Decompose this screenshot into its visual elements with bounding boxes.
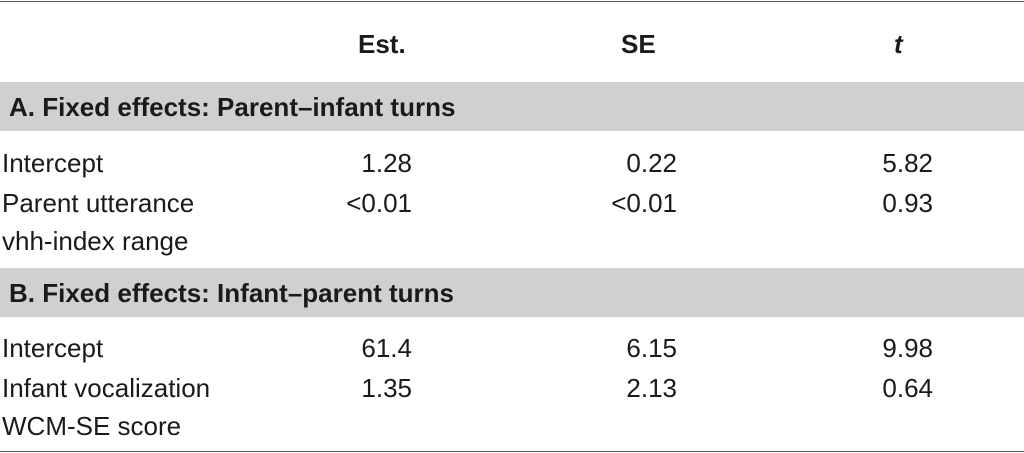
row-label-line: Parent utterance [2,188,195,218]
cell-b-intercept-t: 9.98 [882,333,933,363]
cell-a-parent-utterance-est: <0.01 [346,188,412,218]
cell-b-infant-vocalization-est: 1.35 [361,373,412,403]
table-header-row: Est. SE t [0,2,1024,80]
cell-b-intercept-se: 6.15 [626,333,677,363]
cell-b-intercept-est: 61.4 [361,333,412,363]
section-header-b: B. Fixed effects: Infant–parent turns [0,268,1024,317]
cell-b-infant-vocalization-se: 2.13 [626,373,677,403]
column-header-t: t [894,29,903,59]
row-label-line: Intercept [2,333,104,363]
column-header-se: SE [621,29,656,59]
column-header-est: Est. [358,29,406,59]
section-header-a: A. Fixed effects: Parent–infant turns [0,82,1024,131]
row-label-line: Intercept [2,148,104,178]
row-label-a-parent-utterance: Parent utterance vhh-index range [2,184,194,260]
cell-a-parent-utterance-se: <0.01 [611,188,677,218]
section-title-a: A. Fixed effects: Parent–infant turns [9,92,456,122]
row-label-b-infant-vocalization: Infant vocalization WCM-SE score [2,369,210,445]
cell-a-intercept-t: 5.82 [882,148,933,178]
cell-a-intercept-se: 0.22 [626,148,677,178]
table-top-rule [0,1,1024,2]
row-label-line: Infant vocalization [2,373,211,403]
row-label-b-intercept: Intercept [2,329,103,367]
row-label-line: vhh-index range [2,226,189,256]
cell-a-intercept-est: 1.28 [361,148,412,178]
row-label-line: WCM-SE score [2,411,182,441]
cell-a-parent-utterance-t: 0.93 [882,188,933,218]
section-title-b: B. Fixed effects: Infant–parent turns [9,278,454,308]
table-bottom-rule [0,451,1024,452]
cell-b-infant-vocalization-t: 0.64 [882,373,933,403]
row-label-a-intercept: Intercept [2,144,103,182]
